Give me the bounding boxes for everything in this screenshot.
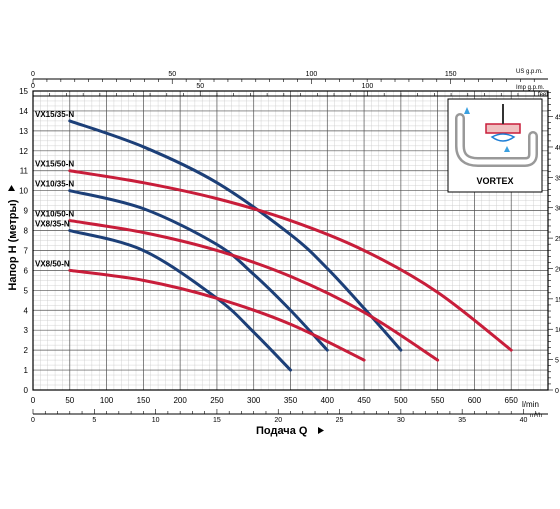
feet-tick-label: 0 (555, 388, 559, 395)
us-gpm-tick-label: 100 (306, 71, 318, 78)
feet-tick-label: 25 (555, 236, 560, 243)
x-tick-label: 300 (247, 396, 261, 405)
series-group (68, 119, 513, 372)
series-line-vx15-35-n (68, 119, 403, 352)
m3h-tick-label: 20 (274, 417, 282, 424)
series-label-vx15-35-n: VX15/35-N (35, 110, 74, 119)
y-tick-label: 10 (19, 187, 28, 196)
x-tick-label: 400 (321, 396, 335, 405)
feet-unit-label: feet (538, 92, 548, 98)
y-tick-label: 11 (20, 167, 29, 176)
us-gpm-tick-label: 50 (168, 71, 176, 78)
y-tick-label: 13 (19, 127, 28, 136)
y-tick-label: 6 (24, 266, 29, 275)
m3h-tick-label: 5 (92, 417, 96, 424)
series-line-vx8-50-n (68, 268, 366, 362)
x-axis-arrow-icon (318, 427, 324, 434)
us-gpm-tick-label: 0 (31, 71, 35, 78)
y-axis-arrow-icon (8, 185, 15, 191)
ticks: 0 50 100 150 200 250 300 350 400 450 500 550 600 6500… (19, 71, 560, 424)
y-tick-label: 15 (19, 87, 28, 96)
feet-tick-label: 10 (555, 327, 560, 334)
m3h-tick-label: 15 (213, 417, 221, 424)
y-tick-label: 9 (24, 207, 29, 216)
y-tick-label: 3 (24, 326, 29, 335)
imp-gpm-tick-label: 50 (196, 83, 204, 90)
x-tick-label: 100 (100, 396, 114, 405)
series-label-vx10-35-n: VX10/35-N (35, 180, 74, 189)
series-label-vx15-50-n: VX15/50-N (35, 160, 74, 169)
y-tick-label: 2 (24, 346, 29, 355)
x-tick-label: 0 (31, 396, 36, 405)
us-gpm-unit-label: US g.p.m. (516, 69, 543, 75)
m3h-tick-label: 35 (458, 417, 466, 424)
y-tick-label: 5 (24, 286, 29, 295)
imp-gpm-tick-label: 0 (31, 83, 35, 90)
x-tick-label: 200 (173, 396, 187, 405)
series-line-vx15-50-n (68, 169, 513, 352)
y-tick-label: 8 (24, 227, 29, 236)
plot-frame (32, 90, 549, 391)
y-tick-label: 4 (24, 306, 29, 315)
x-tick-label: 250 (210, 396, 224, 405)
x-tick-label: 350 (284, 396, 298, 405)
imp-gpm-tick-label: 100 (362, 83, 374, 90)
y-axis-label: Напор H (метры) (7, 199, 19, 290)
x-tick-label: 450 (357, 396, 371, 405)
y-tick-label: 12 (19, 147, 28, 156)
y-tick-label: 14 (19, 107, 28, 116)
x-unit-label: l/min (522, 400, 539, 409)
vortex-label: VORTEX (476, 176, 513, 186)
m3h-tick-label: 40 (520, 417, 528, 424)
x-axis-label: Подача Q (256, 425, 308, 437)
m3h-tick-label: 30 (397, 417, 405, 424)
series-labels: VX15/35-NVX15/50-NVX10/35-NVX10/50-NVX8/… (35, 110, 74, 268)
m3h-tick-label: 25 (336, 417, 344, 424)
feet-tick-label: 40 (555, 145, 560, 152)
feet-tick-label: 5 (555, 358, 559, 365)
x-tick-label: 50 (65, 396, 74, 405)
y-tick-label: 0 (24, 386, 29, 395)
x-tick-label: 500 (394, 396, 408, 405)
imp-gpm-unit-label: Imp g.p.m. (516, 85, 545, 91)
feet-tick-label: 35 (555, 175, 560, 182)
feet-tick-label: 15 (555, 297, 560, 304)
series-label-vx10-50-n: VX10/50-N (35, 210, 74, 219)
vortex-pump-icon (455, 104, 538, 167)
x-tick-label: 650 (505, 396, 519, 405)
series-label-vx8-35-n: VX8/35-N (35, 220, 70, 229)
series-label-vx8-50-n: VX8/50-N (35, 259, 70, 268)
feet-tick-label: 30 (555, 206, 560, 213)
m3h-tick-label: 10 (152, 417, 160, 424)
x-tick-label: 600 (468, 396, 482, 405)
y-tick-label: 7 (24, 246, 29, 255)
series-line-vx10-50-n (68, 219, 440, 362)
x-tick-label: 550 (431, 396, 445, 405)
y-tick-label: 1 (24, 366, 29, 375)
us-gpm-tick-label: 150 (445, 71, 457, 78)
m3h-tick-label: 0 (31, 417, 35, 424)
feet-tick-label: 20 (555, 266, 560, 273)
x-tick-label: 150 (137, 396, 151, 405)
vortex-inset: VORTEX (447, 98, 543, 193)
m3h-unit-label: m³/h (530, 413, 542, 419)
feet-tick-label: 45 (555, 115, 560, 122)
